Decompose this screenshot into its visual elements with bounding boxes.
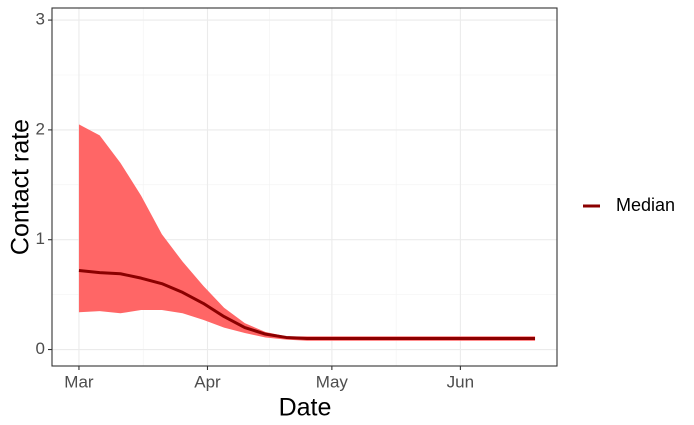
x-axis-title: Date [279, 394, 332, 422]
x-tick-label: Apr [194, 372, 221, 391]
line [78, 268, 536, 341]
x-tick-label: Mar [64, 372, 94, 391]
x-tick-label: Jun [447, 372, 474, 391]
y-tick-label: 3 [36, 10, 45, 29]
y-tick-label: 1 [36, 229, 45, 248]
plot-border [51, 7, 558, 367]
x-tick-label: May [316, 372, 349, 391]
y-tick-label: 0 [36, 339, 45, 358]
y-tick-label: 2 [36, 119, 45, 138]
ribbon [78, 124, 536, 341]
legend-label: Median [616, 195, 675, 215]
y-axis-title: Contact rate [7, 119, 35, 255]
